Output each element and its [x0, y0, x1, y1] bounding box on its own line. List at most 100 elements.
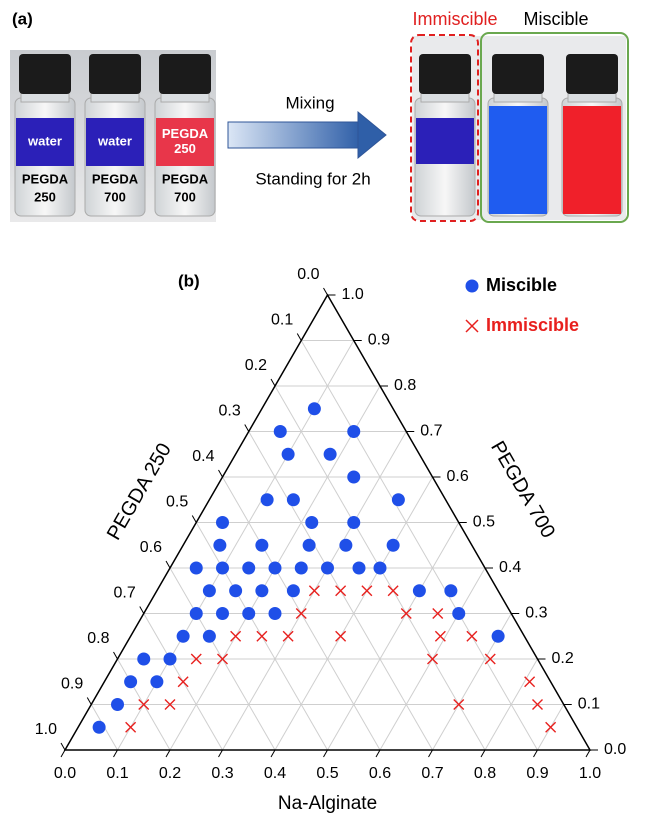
vial-cap — [566, 54, 618, 94]
point — [307, 402, 321, 416]
tick-mark — [533, 749, 538, 758]
z-axis-title: PEGDA 250 — [103, 439, 176, 543]
ternary-chart: 0.0 0.0 0.0 0.1 0.1 0.1 0.2 0.2 0.2 0.3 0.3 0.3 0.4 0… — [35, 266, 627, 814]
point — [373, 561, 387, 575]
tick-mark — [113, 651, 118, 660]
point — [217, 653, 228, 665]
tick-mark — [165, 749, 171, 758]
immiscible-box — [410, 34, 479, 222]
x-tick-label: 0.3 — [211, 765, 233, 782]
tick-mark — [113, 749, 118, 758]
tick-mark — [428, 749, 433, 758]
tick-mark — [191, 515, 197, 523]
x-tick-label: 1.0 — [579, 765, 601, 782]
y-tick-label: 0.4 — [499, 559, 521, 576]
point — [281, 447, 295, 461]
point — [202, 629, 216, 643]
z-tick-label: 0.1 — [271, 312, 293, 329]
x-tick-label: 0.4 — [264, 765, 286, 782]
y-tick-label: 0.8 — [394, 377, 416, 394]
tick-mark — [86, 697, 92, 705]
point — [432, 608, 444, 619]
vial-cap — [159, 54, 211, 94]
point — [282, 630, 294, 642]
y-tick-label: 0.7 — [420, 423, 442, 440]
point — [524, 676, 536, 688]
point — [242, 607, 256, 620]
miscible-box — [480, 32, 629, 223]
vials — [414, 54, 623, 217]
vial-label: PEGDA — [162, 171, 209, 186]
liquid-label: 250 — [174, 141, 196, 156]
point — [453, 699, 465, 710]
x-tick-label: 0.1 — [106, 765, 128, 782]
vial-label: PEGDA — [92, 171, 139, 186]
point — [92, 720, 106, 734]
panel-label: (a) — [12, 9, 33, 28]
point — [273, 425, 287, 438]
point — [124, 675, 138, 689]
point — [484, 653, 496, 665]
point — [286, 493, 300, 507]
vial-liquid — [86, 118, 144, 166]
point — [532, 699, 543, 710]
point — [444, 584, 458, 598]
x-tick-label: 0.5 — [316, 765, 338, 782]
z-tick-label: 0.2 — [245, 357, 267, 374]
tick-mark — [60, 749, 66, 758]
legend-label: Immiscible — [486, 315, 579, 335]
z-tick-label: 0.6 — [140, 539, 162, 556]
z-tick-label: 0.8 — [87, 630, 109, 647]
point — [466, 630, 478, 642]
point — [189, 607, 203, 620]
point — [202, 584, 216, 598]
tick-mark — [375, 749, 381, 758]
vial-label: 250 — [34, 189, 56, 204]
x-tick-label: 0.8 — [474, 765, 496, 782]
panel-label: (b) — [178, 271, 200, 290]
vial-label: 700 — [104, 189, 126, 204]
vial-label: PEGDA — [22, 171, 69, 186]
tick-mark — [60, 742, 66, 751]
y-tick-label: 0.6 — [447, 468, 469, 485]
x-tick-label: 0.2 — [159, 765, 181, 782]
point — [213, 538, 227, 552]
point — [268, 561, 282, 575]
legend-label: Miscible — [486, 275, 557, 295]
point — [491, 629, 505, 643]
point — [138, 699, 150, 710]
arrow-text: Standing for 2h — [255, 169, 370, 188]
tick-mark — [165, 560, 171, 569]
grid-line — [484, 658, 538, 751]
miscible-text: Miscible — [523, 9, 588, 29]
tick-mark — [270, 378, 276, 387]
grid-line — [327, 522, 460, 751]
point — [190, 653, 202, 665]
arrow-head — [357, 110, 387, 160]
point — [229, 584, 243, 598]
point — [434, 630, 446, 642]
point — [255, 584, 269, 598]
point — [295, 608, 307, 619]
z-tick-label: 0.0 — [297, 266, 319, 283]
point — [242, 561, 256, 575]
point — [335, 585, 347, 597]
point — [347, 470, 361, 484]
x-tick-label: 0.6 — [369, 765, 391, 782]
vial-liquid — [156, 118, 214, 166]
point — [452, 607, 466, 620]
vial-liquid — [563, 106, 621, 214]
y-tick-label: 0.3 — [525, 605, 547, 622]
point — [150, 675, 164, 689]
point — [286, 584, 300, 598]
y-tick-label: 0.0 — [604, 741, 626, 758]
y-tick-label: 0.1 — [578, 696, 600, 713]
point — [189, 561, 203, 575]
point — [305, 516, 319, 529]
vials: waterPEGDA250waterPEGDA700PEGDA250PEGDA7… — [14, 54, 216, 217]
tick-mark — [218, 469, 223, 478]
z-tick-label: 0.3 — [219, 403, 241, 420]
point — [323, 447, 337, 461]
point — [216, 561, 229, 575]
